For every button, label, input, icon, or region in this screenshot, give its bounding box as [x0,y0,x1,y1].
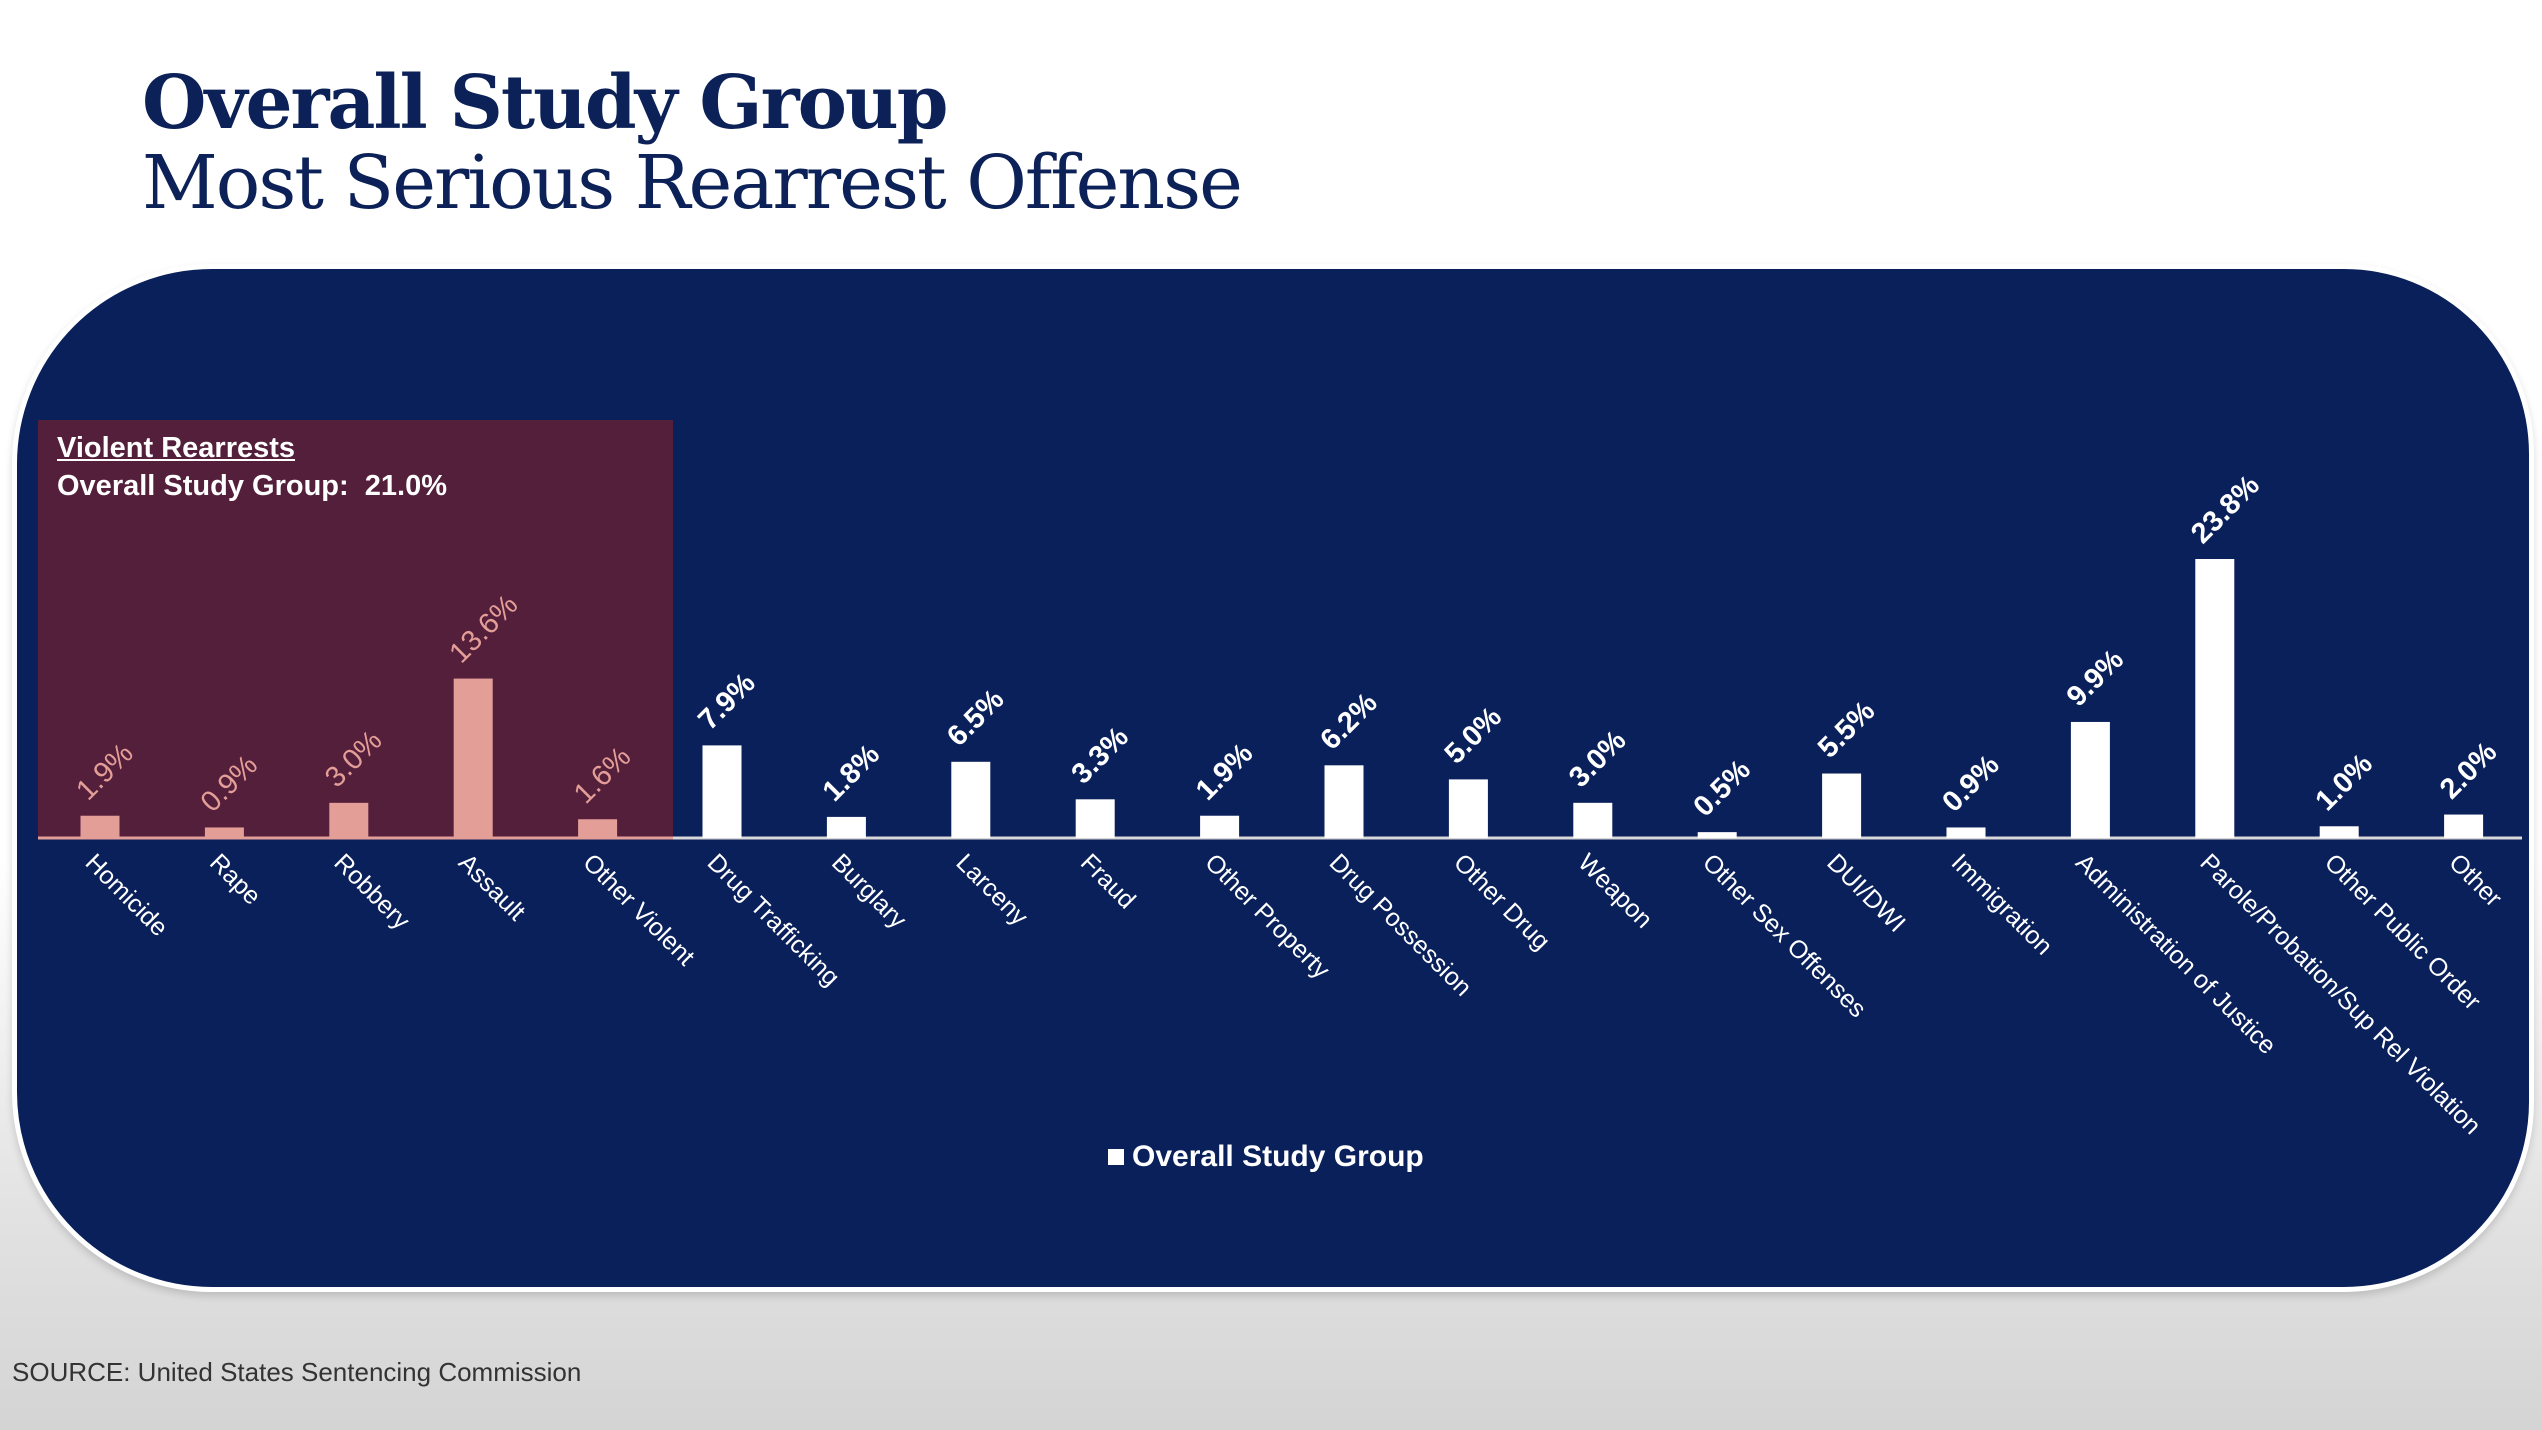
category-label: Assault [453,848,531,926]
data-label: 6.2% [1314,687,1384,757]
bar-other-property [1200,815,1240,838]
bar-robbery [329,802,369,838]
data-label: 23.8% [2185,469,2266,550]
data-label: 0.9% [195,749,264,818]
title-line2: Most Serious Rearrest Offense [142,140,1243,226]
category-label: Larceny [951,848,1034,931]
bar-other-drug [1448,779,1488,838]
category-label: Weapon [1573,848,1658,933]
bar-assault [453,678,493,838]
data-label: 1.8% [817,738,887,808]
category-label: Drug Trafficking [702,848,845,991]
bar-drug-trafficking [702,745,742,838]
legend-swatch [1108,1149,1124,1165]
violent-box-title: Violent Rearrests [57,432,296,464]
category-label: DUI/DWI [1821,848,1911,938]
title-line1: Overall Study Group [142,60,948,146]
category-label: Burglary [826,848,912,934]
data-label: 1.6% [568,741,637,810]
category-label: Homicide [80,848,173,941]
bar-other [2444,814,2484,838]
category-label: Other Property [1199,848,1335,984]
bar-immigration [1946,827,1986,838]
bar-administration-of-justice [2070,721,2110,838]
bar-burglary [826,816,866,838]
bar-other-sex-offenses [1697,832,1737,838]
bar-other-violent [578,819,618,838]
data-label: 0.9% [1936,749,2006,819]
data-label: 13.6% [444,589,525,670]
bar-fraud [1075,799,1115,838]
data-label: 6.5% [941,683,1011,753]
data-label: 5.5% [1812,695,1882,765]
category-label: Other [2443,848,2507,912]
data-label: 2.0% [2434,736,2504,806]
bar-parole-probation-sup-rel-violation [2195,559,2235,838]
category-label: Immigration [1946,848,2058,960]
data-label: 3.3% [1066,721,1136,791]
data-label: 3.0% [319,724,388,793]
bar-weapon [1573,802,1613,838]
data-label: 7.9% [692,667,762,737]
legend: Overall Study Group [1108,1140,1424,1174]
data-label: 5.0% [1439,701,1509,771]
category-label: Administration of Justice [2070,848,2281,1059]
bar-dui-dwi [1822,773,1862,838]
bar-larceny [951,761,991,838]
data-label: 3.0% [1563,724,1633,794]
bar-rape [204,827,244,838]
violent-box-subtitle: Overall Study Group: 21.0% [57,470,447,502]
bar-other-public-order [2319,826,2359,838]
legend-label: Overall Study Group [1132,1140,1424,1173]
bar-homicide [80,815,120,838]
category-label: Robbery [329,848,416,935]
data-label: 1.9% [1190,737,1260,807]
source-note: SOURCE: United States Sentencing Commiss… [12,1357,582,1387]
data-label: 0.5% [1688,754,1758,824]
category-label: Fraud [1075,848,1141,914]
category-label: Parole/Probation/Sup Rel Violation [2195,848,2487,1140]
violent-rearrests-box [38,420,673,838]
category-label: Other Drug [1448,848,1555,955]
category-label: Rape [204,848,266,910]
data-label: 1.9% [70,737,139,806]
data-label: 9.9% [2061,643,2131,713]
bar-drug-possession [1324,765,1364,838]
category-label: Other Violent [577,848,700,971]
data-label: 1.0% [2310,748,2380,818]
